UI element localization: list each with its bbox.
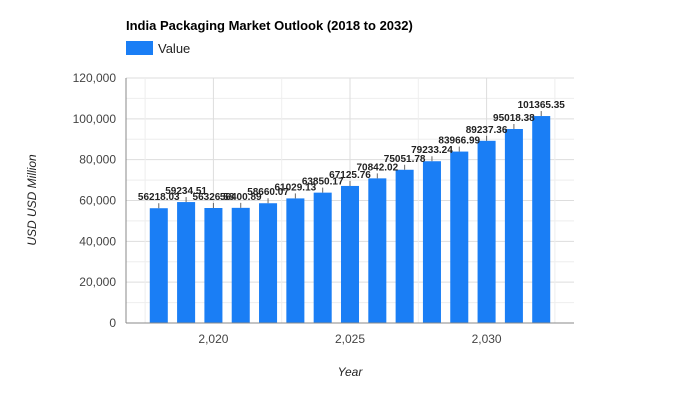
x-tick-labels: 2,020 2,025 2,030 [198, 332, 502, 346]
bar [477, 140, 496, 323]
bar [504, 129, 523, 323]
axes [125, 78, 574, 324]
bar [286, 198, 305, 323]
legend-label: Value [158, 41, 190, 56]
bar [368, 178, 387, 323]
y-tick-label: 20,000 [79, 275, 116, 289]
y-tick-label: 100,000 [73, 112, 117, 126]
data-label: 95018.38 [493, 113, 535, 124]
x-tick-label: 2,030 [472, 332, 502, 346]
data-label: 67125.76 [329, 170, 371, 181]
y-tick-labels: 0 20,000 40,000 60,000 80,000 100,000 120,000 [73, 71, 117, 330]
bar [177, 202, 196, 323]
data-labels: 56218.0359234.5156326.5856400.8958660.07… [138, 100, 566, 209]
bar [450, 151, 469, 323]
bar [231, 207, 250, 323]
data-label: 56400.89 [220, 192, 262, 203]
data-label: 89237.36 [466, 125, 508, 136]
data-label: 63850.17 [302, 177, 344, 188]
y-tick-label: 0 [109, 316, 116, 330]
bar [422, 161, 441, 323]
y-axis-title: USD USD Million [25, 154, 39, 246]
bar [395, 169, 414, 323]
y-tick-label: 60,000 [79, 194, 116, 208]
bar [149, 208, 168, 323]
data-label: 75051.78 [384, 154, 426, 165]
data-label: 101365.35 [518, 100, 566, 111]
x-tick-label: 2,020 [198, 332, 228, 346]
data-label: 56326.58 [193, 192, 235, 203]
bar [313, 192, 332, 323]
x-axis-title: Year [338, 365, 364, 379]
bar [532, 116, 551, 323]
data-label: 79233.24 [411, 145, 453, 156]
legend-swatch [126, 41, 153, 55]
y-tick-label: 40,000 [79, 234, 116, 248]
data-label: 59234.51 [165, 186, 207, 197]
bar [340, 185, 360, 323]
y-tick-label: 120,000 [73, 71, 117, 85]
bar [204, 207, 223, 323]
x-tick-label: 2,025 [335, 332, 365, 346]
data-label: 70842.02 [356, 162, 398, 173]
data-label: 56218.03 [138, 192, 180, 203]
legend: Value [126, 41, 190, 56]
y-tick-label: 80,000 [79, 153, 116, 167]
bar [259, 203, 278, 323]
bars [149, 116, 551, 323]
data-label: 61029.13 [275, 182, 317, 193]
chart-title: India Packaging Market Outlook (2018 to … [126, 18, 413, 33]
data-label: 83966.99 [438, 136, 480, 147]
data-label: 58660.07 [247, 187, 289, 198]
